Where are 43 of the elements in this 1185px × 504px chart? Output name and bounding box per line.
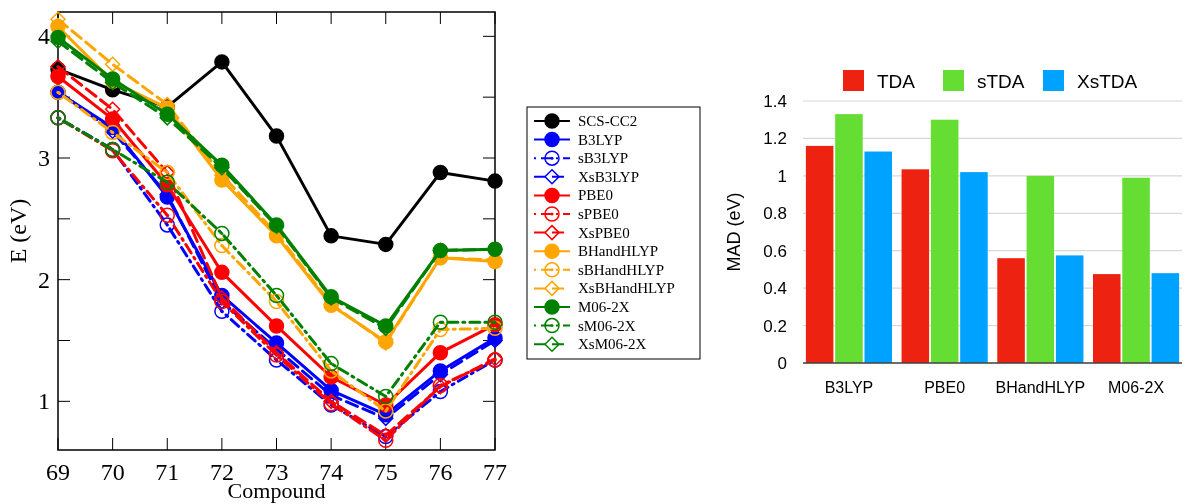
- y-axis-title: MAD (eV): [724, 192, 744, 272]
- x-tick-label: 74: [319, 459, 344, 485]
- y-tick-label: 2: [38, 266, 50, 293]
- y-tick-label: 1: [38, 388, 50, 415]
- y-axis-title: E (eV): [5, 198, 31, 264]
- x-tick-label: 71: [155, 459, 180, 485]
- legend-label: SCS-CC2: [578, 113, 638, 129]
- legend-label: B3LYP: [578, 131, 623, 148]
- legend-label: BHandHLYP: [578, 243, 659, 260]
- x-tick-label: B3LYP: [824, 379, 874, 396]
- y-tick-label: 0: [777, 354, 787, 373]
- x-tick-label: 76: [428, 459, 453, 485]
- x-tick-label: 69: [46, 459, 70, 485]
- x-tick-label: BHandHLYP: [995, 379, 1086, 396]
- x-tick-label: 73: [264, 459, 289, 485]
- legend-label: sTDA: [977, 71, 1025, 92]
- legend-label: XsBHandHLYP: [578, 280, 675, 297]
- y-tick-label: 0.6: [763, 241, 787, 261]
- y-tick-label: 3: [38, 145, 50, 171]
- x-tick-label: 70: [100, 459, 125, 485]
- legend-label: sPBE0: [578, 206, 619, 222]
- x-tick-label: 72: [209, 459, 234, 485]
- legend-label: M06-2X: [578, 299, 630, 315]
- x-tick-label: 75: [373, 459, 398, 485]
- legend-label: XsB3LYP: [578, 168, 640, 185]
- legend-label: sM06-2X: [578, 317, 636, 334]
- y-tick-label: 0.8: [763, 204, 787, 224]
- y-tick-label: 0.2: [763, 316, 787, 336]
- legend-label: XsTDA: [1077, 71, 1138, 92]
- x-tick-label: PBE0: [924, 379, 966, 396]
- legend-label: sBHandHLYP: [578, 261, 665, 278]
- legend-label: TDA: [877, 71, 916, 92]
- y-tick-label: 1: [777, 166, 787, 186]
- legend-label: sB3LYP: [578, 150, 629, 167]
- y-tick-label: 0.4: [763, 279, 787, 299]
- legend-label: XsM06-2X: [578, 336, 647, 353]
- legend-label: XsPBE0: [578, 224, 630, 241]
- y-tick-label: 1.4: [763, 92, 787, 111]
- x-tick-label: 77: [483, 459, 507, 485]
- legend-label: PBE0: [578, 187, 614, 204]
- y-tick-label: 1.2: [763, 129, 787, 149]
- x-tick-label: M06-2X: [1108, 379, 1165, 396]
- y-tick-label: 4: [38, 23, 50, 50]
